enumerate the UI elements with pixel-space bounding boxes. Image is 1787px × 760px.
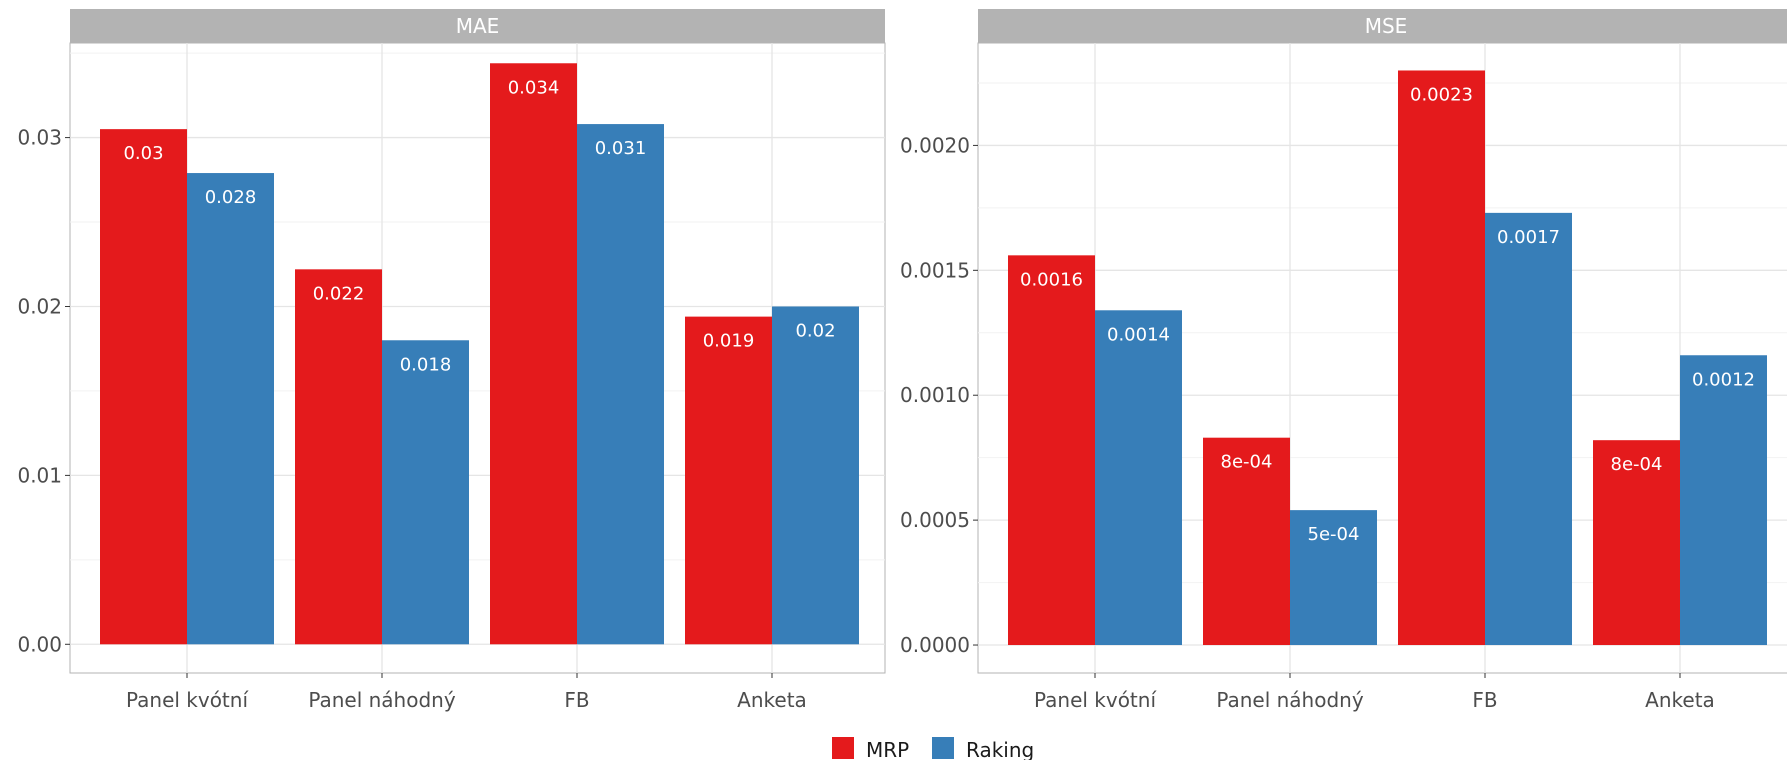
x-tick-label: Panel náhodný bbox=[308, 688, 456, 712]
y-tick-label: 0.0010 bbox=[900, 383, 970, 407]
strip-title-mse: MSE bbox=[1365, 14, 1408, 38]
bars-mse: 0.0016 0.0014 8e-04 5e-04 0.0023 0.0017 8e-04 0… bbox=[1008, 70, 1767, 646]
bar-raking bbox=[1485, 212, 1572, 646]
data-label: 0.0017 bbox=[1497, 227, 1560, 248]
y-ticks-mae: 0.00 0.01 0.02 0.03 bbox=[17, 126, 70, 656]
bar-mrp bbox=[295, 269, 382, 645]
legend-swatch-raking bbox=[932, 737, 954, 759]
data-label: 0.03 bbox=[123, 143, 163, 164]
y-tick-label: 0.0015 bbox=[900, 258, 970, 282]
plot-area-mae bbox=[69, 42, 886, 674]
bar-mrp bbox=[1203, 437, 1290, 646]
x-ticks-mse: Panel kvótní Panel náhodný FB Anketa bbox=[1034, 673, 1715, 712]
legend-label-raking: Raking bbox=[966, 738, 1034, 760]
bar-mrp bbox=[490, 63, 577, 645]
x-tick-label: Panel kvótní bbox=[1034, 688, 1157, 712]
legend-label-mrp: MRP bbox=[866, 738, 909, 760]
y-tick-label: 0.0020 bbox=[900, 133, 970, 157]
bar-raking bbox=[772, 306, 859, 645]
y-tick-label: 0.0005 bbox=[900, 508, 970, 532]
x-tick-label: Panel kvótní bbox=[126, 688, 249, 712]
x-ticks-mae: Panel kvótní Panel náhodný FB Anketa bbox=[126, 673, 807, 712]
plot-area-mse bbox=[977, 42, 1787, 674]
y-tick-label: 0.01 bbox=[17, 463, 62, 487]
data-label: 0.022 bbox=[313, 283, 365, 304]
bar-raking bbox=[1290, 510, 1377, 646]
y-tick-label: 0.00 bbox=[17, 632, 62, 656]
x-tick-label: Anketa bbox=[737, 688, 807, 712]
bar-raking bbox=[577, 124, 664, 645]
data-label: 0.0016 bbox=[1020, 269, 1083, 290]
x-tick-label: FB bbox=[1472, 688, 1497, 712]
x-tick-label: Anketa bbox=[1645, 688, 1715, 712]
data-label: 0.034 bbox=[508, 77, 560, 98]
data-label: 8e-04 bbox=[1221, 452, 1273, 473]
bar-mrp bbox=[1008, 255, 1095, 646]
legend: MRP Raking bbox=[832, 737, 1034, 760]
data-label: 0.02 bbox=[795, 320, 835, 341]
data-label: 5e-04 bbox=[1308, 524, 1360, 545]
bar-mrp bbox=[1593, 440, 1680, 646]
bar-mrp bbox=[685, 316, 772, 645]
x-tick-label: FB bbox=[564, 688, 589, 712]
bar-raking bbox=[1095, 310, 1182, 646]
y-tick-label: 0.0000 bbox=[900, 633, 970, 657]
strip-background-mse bbox=[978, 9, 1787, 43]
data-label: 0.019 bbox=[703, 331, 755, 352]
y-ticks-mse: 0.0000 0.0005 0.0010 0.0015 0.0020 bbox=[900, 133, 978, 657]
bar-raking bbox=[382, 340, 469, 645]
bar-raking bbox=[187, 173, 274, 645]
x-tick-label: Panel náhodný bbox=[1216, 688, 1364, 712]
y-tick-label: 0.02 bbox=[17, 294, 62, 318]
legend-swatch-mrp bbox=[832, 737, 854, 759]
y-tick-label: 0.03 bbox=[17, 126, 62, 150]
bars-mae: 0.03 0.028 0.022 0.018 0.034 0.031 0.019 0.02 bbox=[100, 63, 859, 645]
data-label: 0.0023 bbox=[1410, 84, 1473, 105]
data-label: 0.018 bbox=[400, 354, 452, 375]
bar-mrp bbox=[100, 129, 187, 645]
data-label: 8e-04 bbox=[1611, 454, 1663, 475]
data-label: 0.028 bbox=[205, 187, 257, 208]
strip-background-mae bbox=[70, 9, 885, 43]
bar-mrp bbox=[1398, 70, 1485, 646]
data-label: 0.031 bbox=[595, 138, 647, 159]
strip-title-mae: MAE bbox=[456, 14, 500, 38]
data-label: 0.0012 bbox=[1692, 369, 1755, 390]
panel-mse: MSE 0.0016 0.0014 8e-04 5e-04 0.0023 0.0017 8e… bbox=[900, 9, 1787, 712]
bar-raking bbox=[1680, 355, 1767, 646]
data-label: 0.0014 bbox=[1107, 324, 1170, 345]
